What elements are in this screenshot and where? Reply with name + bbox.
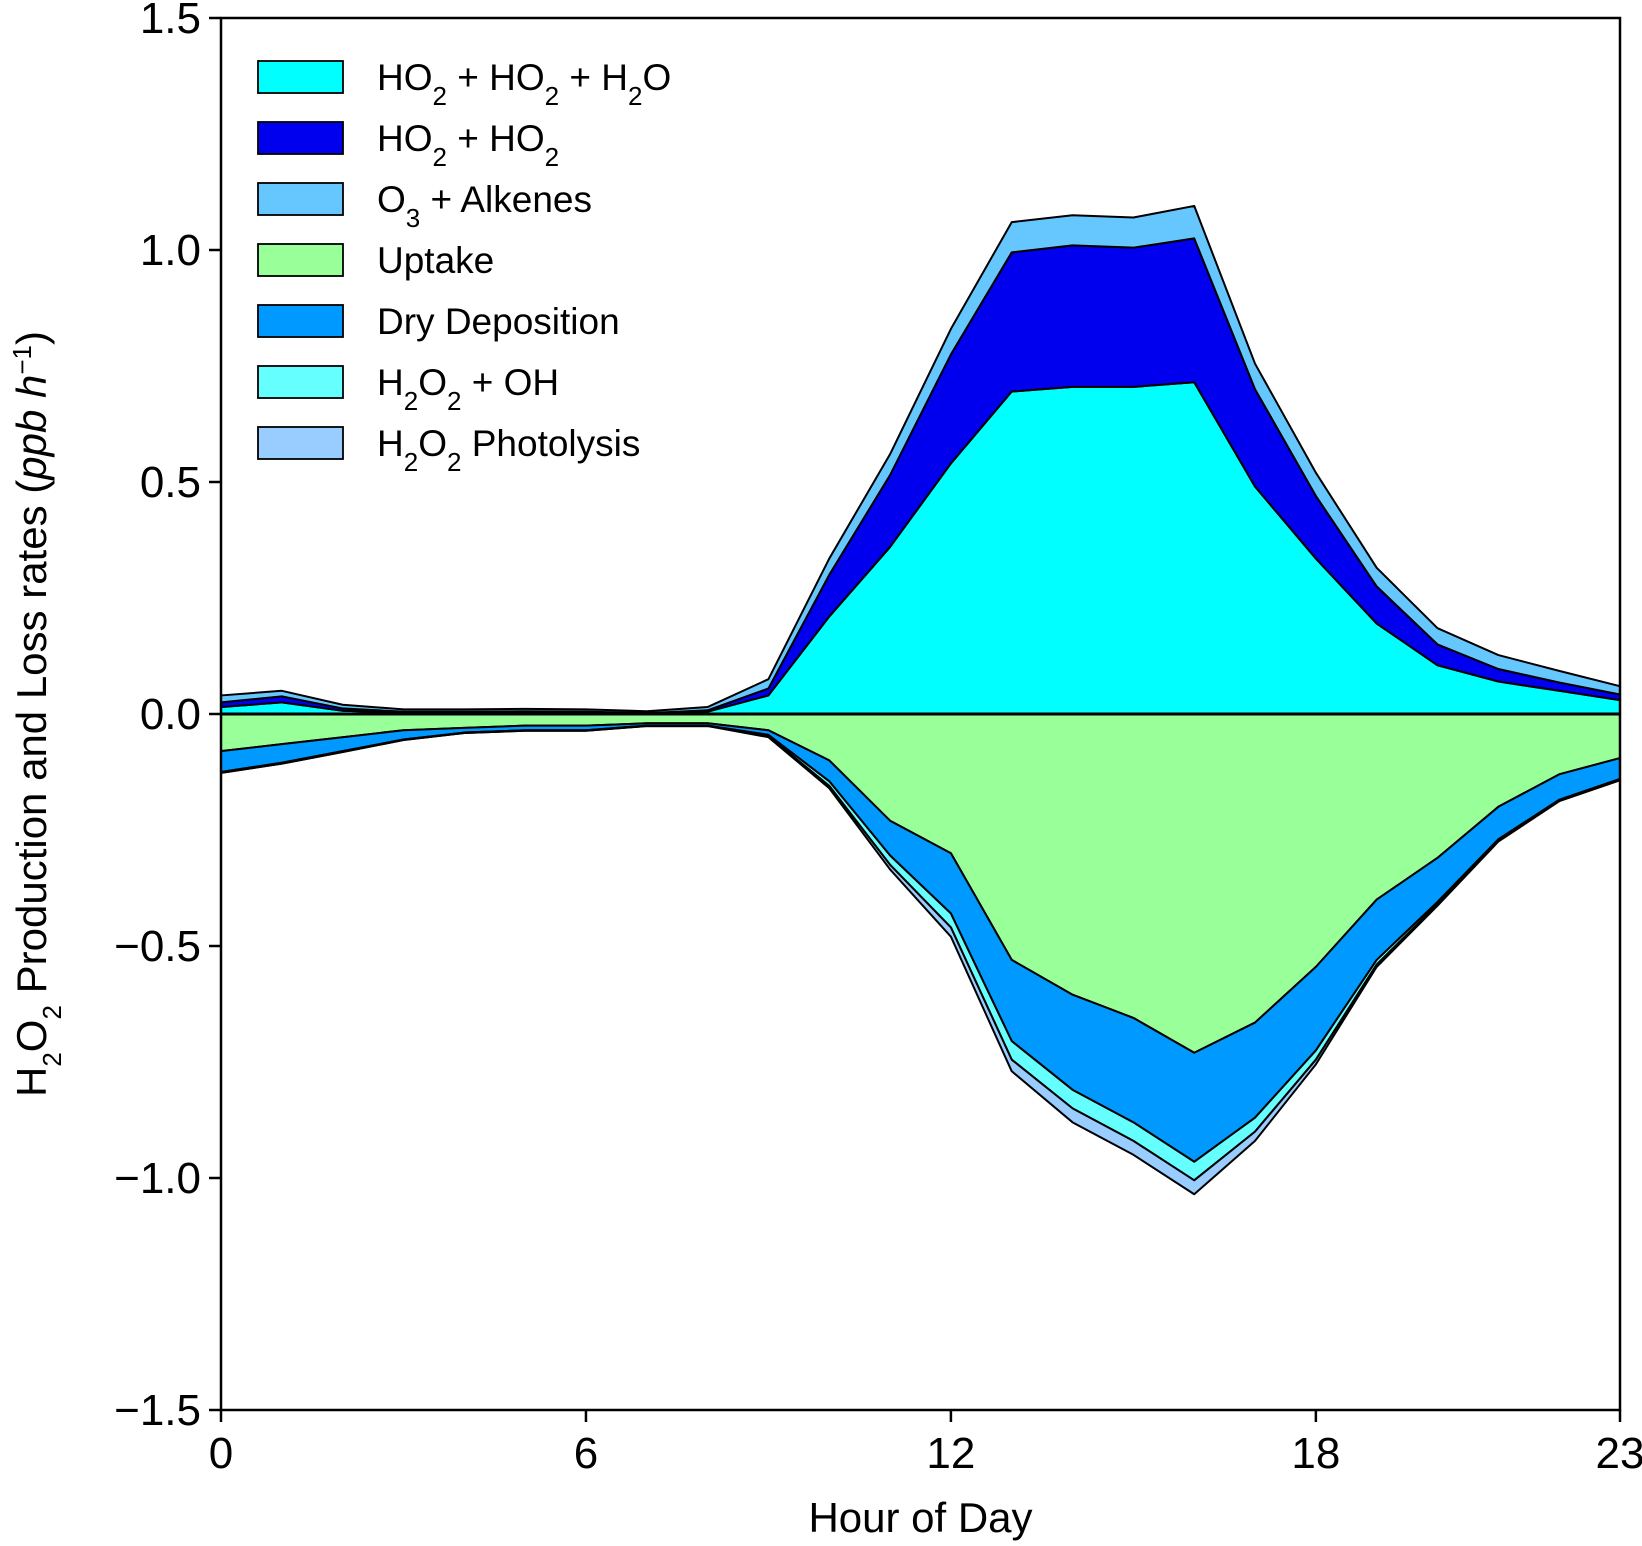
y-tick-label: −0.5: [114, 922, 201, 971]
legend-label: H2O2 + OH: [377, 362, 559, 416]
legend-swatch: [257, 304, 344, 338]
y-tick-label: 1.0: [140, 226, 201, 275]
x-tick-label: 18: [1291, 1429, 1340, 1478]
y-axis-title: H2O2 Production and Loss rates (ppb h−1): [7, 331, 67, 1097]
legend-swatch: [257, 243, 344, 277]
x-axis-title: Hour of Day: [808, 1494, 1032, 1541]
legend-swatch: [257, 121, 344, 155]
legend-label: H2O2 Photolysis: [377, 423, 640, 477]
legend: HO2 + HO2 + H2O HO2 + HO2 O3 + Alkenes Upta…: [257, 57, 671, 477]
y-tick-label: 0.0: [140, 690, 201, 739]
legend-swatch: [257, 60, 344, 94]
legend-label: Uptake: [377, 240, 494, 281]
legend-swatch: [257, 426, 344, 460]
legend-label: HO2 + HO2: [377, 118, 559, 172]
x-tick-label: 0: [209, 1429, 233, 1478]
legend-label: O3 + Alkenes: [377, 179, 592, 233]
x-tick-label: 12: [926, 1429, 975, 1478]
chart-areas: [220, 204, 1621, 1196]
y-tick-label: −1.0: [114, 1154, 201, 1203]
x-tick-label: 6: [574, 1429, 598, 1478]
legend-label: Dry Deposition: [377, 301, 620, 342]
y-tick-label: −1.5: [114, 1386, 201, 1435]
legend-label: HO2 + HO2 + H2O: [377, 57, 671, 111]
y-tick-label: 1.5: [140, 0, 201, 43]
legend-swatch: [257, 365, 344, 399]
y-tick-label: 0.5: [140, 458, 201, 507]
legend-swatch: [257, 182, 344, 216]
x-tick-label: 23: [1596, 1429, 1642, 1478]
axis-ticks: 1.5 1.0 0.5 0.0 −0.5 −1.0 −1.50 6 12 18 23: [114, 0, 1642, 1478]
